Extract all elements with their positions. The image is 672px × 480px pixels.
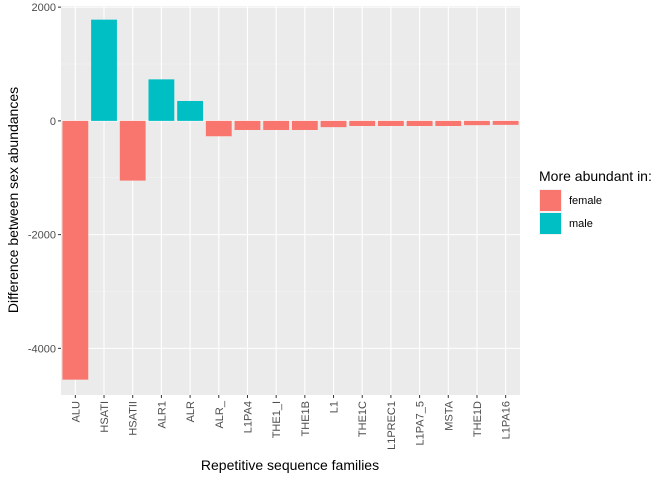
panel-background [61, 6, 520, 395]
y-tick-label: 0 [50, 116, 56, 128]
bar-THE1B [291, 120, 318, 130]
x-tick-label: HSATI [99, 401, 111, 433]
bar-ALU [62, 120, 89, 380]
x-tick-label: THE1D [472, 401, 484, 437]
x-axis-title: Repetitive sequence families [201, 457, 379, 473]
x-tick-label: L1PA7_5 [415, 401, 427, 445]
y-tick-label: 2000 [32, 2, 56, 14]
x-tick-label: ALR_ [214, 400, 226, 428]
legend-title: More abundant in: [539, 168, 652, 184]
y-tick-label: -2000 [28, 230, 56, 242]
bar-L1 [320, 120, 347, 128]
x-tick-label: THE1B [300, 401, 312, 436]
bar-L1PA16 [492, 120, 519, 125]
bar-THE1_I [263, 120, 290, 130]
bar-THE1C [349, 120, 376, 126]
legend-key-male [540, 213, 561, 234]
bar-L1PA7_5 [406, 120, 433, 126]
y-tick-label: -4000 [28, 343, 56, 355]
x-axis: ALU HSATI HSATII ALR1 ALR ALR_ L1PA4 THE1_I THE1… [70, 395, 513, 450]
bar-L1PREC1 [377, 120, 404, 126]
bar-ALR1 [148, 79, 175, 121]
y-axis: -4000 -2000 0 2000 [28, 2, 61, 355]
bar-HSATI [91, 19, 117, 121]
bar-THE1D [464, 120, 490, 126]
bar-L1PA4 [234, 120, 261, 130]
x-tick-label: L1PA16 [501, 401, 513, 439]
x-tick-label: MSTA [443, 400, 455, 430]
y-axis-title: Difference between sex abundances [5, 87, 21, 313]
bar-ALR_ [205, 120, 232, 137]
bar-ALR [177, 100, 204, 121]
x-tick-label: THE1C [357, 401, 369, 437]
legend: More abundant in: female male [539, 168, 652, 235]
x-tick-label: L1PREC1 [386, 401, 398, 450]
x-tick-label: L1PA4 [242, 401, 254, 433]
legend-key-female [540, 190, 561, 211]
bar-HSATII [119, 120, 146, 181]
legend-label-female: female [569, 195, 602, 207]
x-tick-label: ALR [185, 401, 197, 422]
bar-MSTA [435, 120, 462, 126]
x-tick-label: ALR1 [156, 401, 168, 429]
bars-layer [62, 19, 519, 380]
x-tick-label: ALU [70, 401, 82, 422]
x-tick-label: HSATII [128, 401, 140, 436]
legend-label-male: male [569, 218, 593, 230]
x-tick-label: THE1_I [271, 401, 283, 438]
x-tick-label: L1 [329, 401, 341, 413]
